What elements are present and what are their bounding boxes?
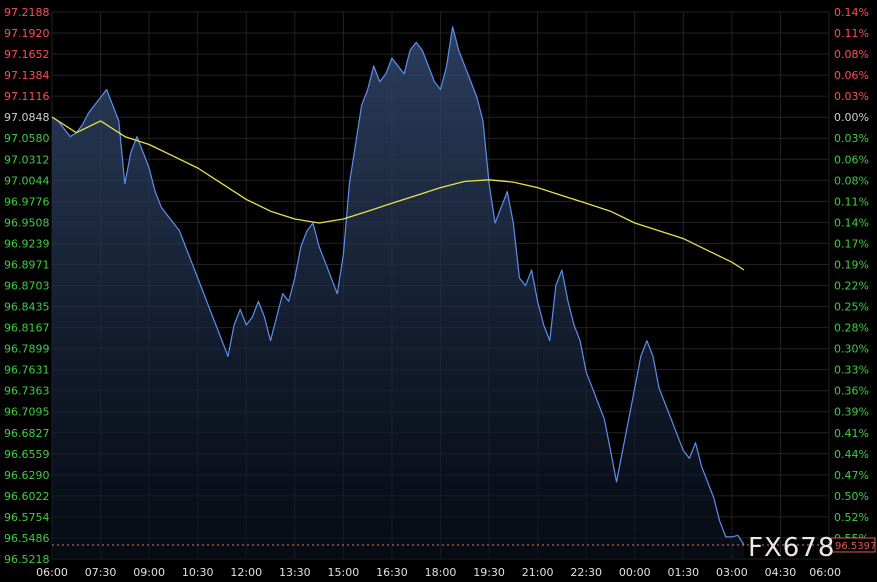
y-tick-label-right: 0.11%: [834, 195, 869, 208]
y-tick-label-right: 0.14%: [834, 216, 869, 229]
y-tick-label-right: 0.28%: [834, 322, 869, 335]
y-tick-label-right: 0.06%: [834, 153, 869, 166]
x-tick-label: 21:00: [522, 566, 554, 579]
x-tick-label: 19:30: [473, 566, 505, 579]
y-tick-label-left: 96.9776: [4, 195, 50, 208]
x-tick-label: 06:00: [36, 566, 68, 579]
x-tick-label: 16:30: [376, 566, 408, 579]
y-tick-label-right: 0.47%: [834, 469, 869, 482]
x-tick-label: 09:00: [133, 566, 165, 579]
average-line: [51, 116, 745, 271]
watermark-logo: FX678: [748, 533, 835, 563]
y-tick-label-right: 0.36%: [834, 385, 869, 398]
price-line: [51, 26, 745, 546]
y-tick-label-right: 0.00%: [834, 111, 869, 124]
y-tick-label-left: 96.5754: [4, 511, 50, 524]
x-tick-label: 07:30: [85, 566, 117, 579]
y-tick-label-left: 97.0312: [4, 153, 50, 166]
y-tick-label-left: 97.1652: [4, 48, 50, 61]
x-tick-label: 15:00: [328, 566, 360, 579]
y-tick-label-right: 0.08%: [834, 48, 869, 61]
y-axis-left: 97.2188 97.1920 97.1652 97.1384 97.1116 97.08…: [4, 6, 50, 566]
y-tick-label-right: 0.06%: [834, 69, 869, 82]
y-tick-label-left: 96.5486: [4, 532, 50, 545]
y-tick-label-left: 96.9239: [4, 237, 50, 250]
x-tick-label: 22:30: [570, 566, 602, 579]
y-tick-label-left: 96.6827: [4, 427, 50, 440]
y-tick-label-left: 96.7631: [4, 364, 50, 377]
y-tick-label-right: 0.22%: [834, 280, 869, 293]
y-tick-label-left: 96.8167: [4, 322, 50, 335]
y-tick-label-right: 0.25%: [834, 301, 869, 314]
x-tick-label: 01:30: [667, 566, 699, 579]
y-tick-label-left: 97.0044: [4, 174, 50, 187]
y-tick-label-left: 96.7095: [4, 406, 50, 419]
y-tick-label-left: 97.1384: [4, 69, 50, 82]
y-tick-label-right: 0.41%: [834, 427, 869, 440]
y-tick-label-right: 0.03%: [834, 132, 869, 145]
y-tick-label-right: 0.03%: [834, 90, 869, 103]
y-tick-label-right: 0.30%: [834, 343, 869, 356]
y-tick-label-left: 96.6559: [4, 448, 50, 461]
y-tick-label-right: 0.52%: [834, 511, 869, 524]
x-tick-label: 03:00: [716, 566, 748, 579]
x-tick-label: 18:00: [425, 566, 457, 579]
y-tick-label-left: 96.8971: [4, 258, 50, 271]
y-tick-label-left: 97.1920: [4, 27, 50, 40]
y-tick-label-left: 97.0848: [4, 111, 50, 124]
y-tick-label-left: 97.2188: [4, 6, 50, 19]
y-tick-label-left: 97.0580: [4, 132, 50, 145]
x-tick-label: 06:00: [809, 566, 841, 579]
y-tick-label-right: 0.44%: [834, 448, 869, 461]
y-tick-label-right: 0.14%: [834, 6, 869, 19]
series-area: [52, 26, 744, 560]
y-tick-label-right: 0.08%: [834, 174, 869, 187]
x-axis: 06:00 07:30 09:00 10:30 12:00 13:30 15:00 16:30…: [36, 566, 841, 579]
last-value-box-frame: [830, 537, 876, 553]
y-tick-label-right: 0.39%: [834, 406, 869, 419]
x-tick-label: 00:00: [619, 566, 651, 579]
y-tick-label-right: 0.19%: [834, 258, 869, 271]
y-tick-label-left: 96.8703: [4, 280, 50, 293]
y-tick-label-right: 0.11%: [834, 27, 869, 40]
y-tick-label-left: 96.6290: [4, 469, 50, 482]
y-tick-label-left: 97.1116: [4, 90, 50, 103]
y-tick-label-left: 96.8435: [4, 301, 50, 314]
y-tick-label-left: 96.9508: [4, 216, 50, 229]
y-tick-label-right: 0.50%: [834, 490, 869, 503]
x-tick-label: 04:30: [765, 566, 797, 579]
x-tick-label: 12:00: [230, 566, 262, 579]
y-tick-label-left: 96.7899: [4, 343, 50, 356]
series-layer: [51, 26, 745, 560]
y-tick-label-left: 96.6022: [4, 490, 50, 503]
x-tick-label: 13:30: [279, 566, 311, 579]
x-tick-label: 10:30: [182, 566, 214, 579]
y-tick-label-right: 0.33%: [834, 364, 869, 377]
y-tick-label-left: 96.7363: [4, 385, 50, 398]
last-value-label: 96.5397: [835, 541, 876, 552]
y-tick-label-left: 96.5218: [4, 553, 50, 566]
y-tick-label-right: 0.17%: [834, 237, 869, 250]
last-value-box: 96.5397: [830, 537, 876, 553]
